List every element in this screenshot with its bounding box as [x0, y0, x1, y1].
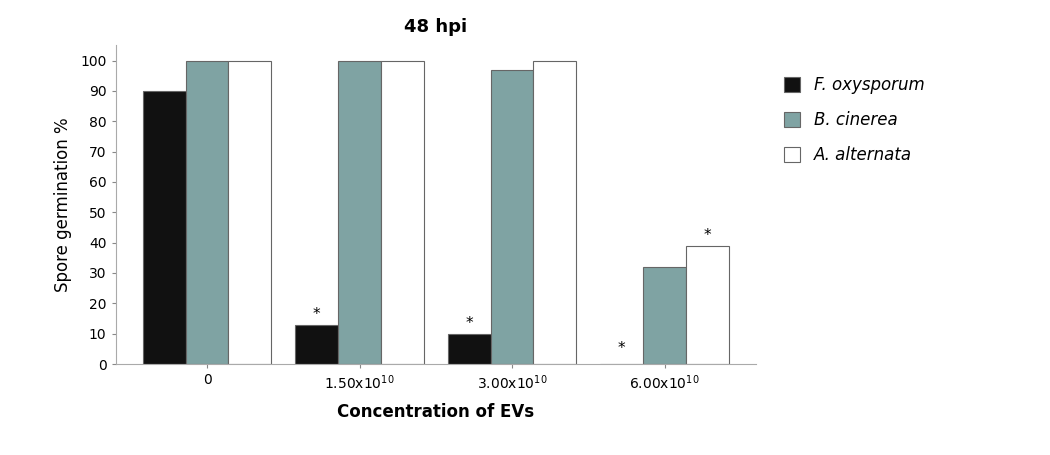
Text: *: *: [313, 307, 320, 322]
Title: 48 hpi: 48 hpi: [404, 18, 467, 35]
Bar: [686, 246, 729, 364]
Bar: [533, 61, 576, 364]
Y-axis label: Spore germination %: Spore germination %: [54, 117, 71, 292]
Bar: [295, 324, 338, 364]
Bar: [143, 91, 186, 364]
Legend: F. oxysporum, B. cinerea, A. alternata: F. oxysporum, B. cinerea, A. alternata: [777, 70, 931, 171]
Text: *: *: [704, 228, 711, 243]
Bar: [381, 61, 423, 364]
Bar: [186, 61, 228, 364]
Bar: [448, 334, 490, 364]
Bar: [490, 70, 533, 364]
Bar: [644, 267, 686, 364]
Bar: [338, 61, 381, 364]
X-axis label: Concentration of EVs: Concentration of EVs: [337, 403, 534, 421]
Text: *: *: [465, 316, 474, 331]
Text: *: *: [618, 341, 626, 356]
Bar: [228, 61, 271, 364]
